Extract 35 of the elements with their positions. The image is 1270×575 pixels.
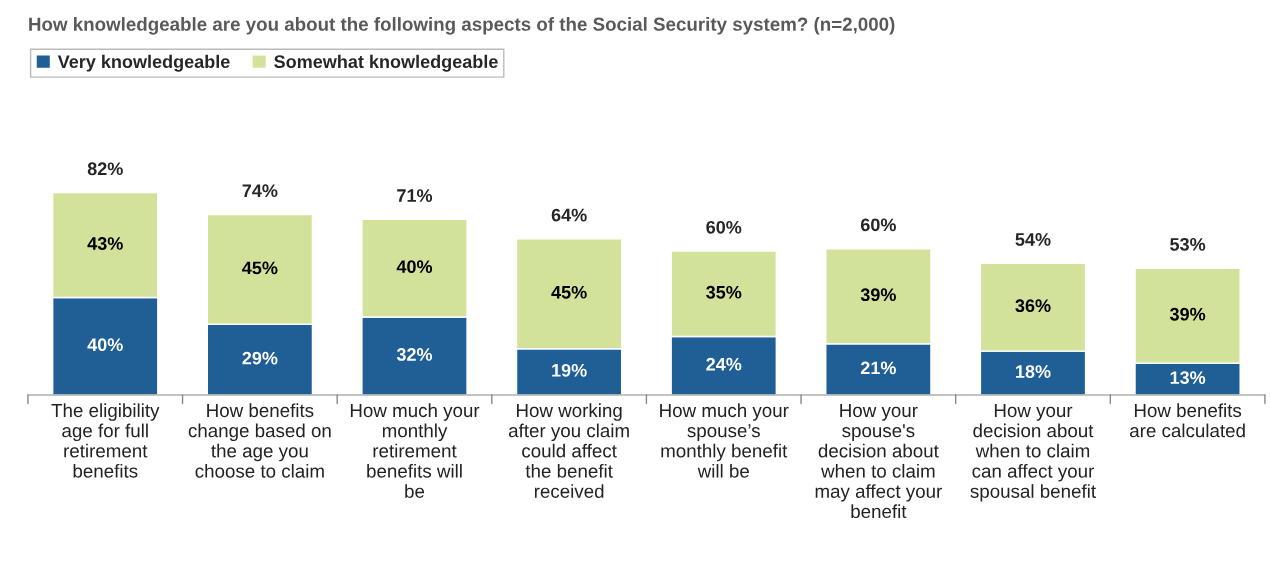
data-label: 29% <box>242 351 278 365</box>
data-label: 24% <box>706 357 742 371</box>
total-label: 53% <box>1170 237 1206 251</box>
x-tick-label: How your decision about when to claim can affect your spousal benefit <box>970 404 1096 502</box>
data-label: 40% <box>87 338 123 352</box>
total-label: 54% <box>1015 233 1051 246</box>
data-label: 21% <box>860 361 896 375</box>
data-label: 36% <box>1015 299 1051 313</box>
x-tick-label: How benefits change based on the age you choose to claim <box>188 403 331 478</box>
data-label: 32% <box>396 348 433 361</box>
x-tick-label: The eligibility age for full retirement benefits <box>51 403 160 478</box>
x-tick-label: How benefits are calculated <box>1130 403 1245 438</box>
chart-title: How knowledgeable are you about the following aspects of the Social Security system? (n=2,000) <box>29 17 895 35</box>
x-tick-label: How much your spouse’s monthly benefit will be <box>660 403 789 478</box>
data-label: 19% <box>552 363 587 377</box>
legend-label: Very knowledgeable <box>57 54 230 72</box>
data-label: 43% <box>87 237 123 250</box>
x-tick-label: How working after you claim could affect the benefit received <box>508 403 629 498</box>
x-tick-label: How much your monthly retirement benefits will be <box>350 403 480 498</box>
data-label: 40% <box>396 260 433 274</box>
total-label: 60% <box>860 218 896 232</box>
legend-label: Somewhat knowledgeable <box>274 54 498 72</box>
data-label: 18% <box>1016 365 1051 378</box>
data-label: 45% <box>242 261 278 275</box>
total-label: 60% <box>706 220 742 234</box>
total-label: 82% <box>87 162 123 176</box>
total-label: 71% <box>397 189 433 202</box>
data-label: 39% <box>1169 307 1206 321</box>
total-label: 64% <box>551 208 587 222</box>
x-tick-label: How your spouse's decision about when to claim may affect your benefit <box>815 404 942 519</box>
data-label: 39% <box>860 288 896 302</box>
data-label: 45% <box>551 285 587 299</box>
total-label: 74% <box>242 184 278 198</box>
data-label: 35% <box>706 285 742 299</box>
data-label: 13% <box>1170 371 1206 385</box>
